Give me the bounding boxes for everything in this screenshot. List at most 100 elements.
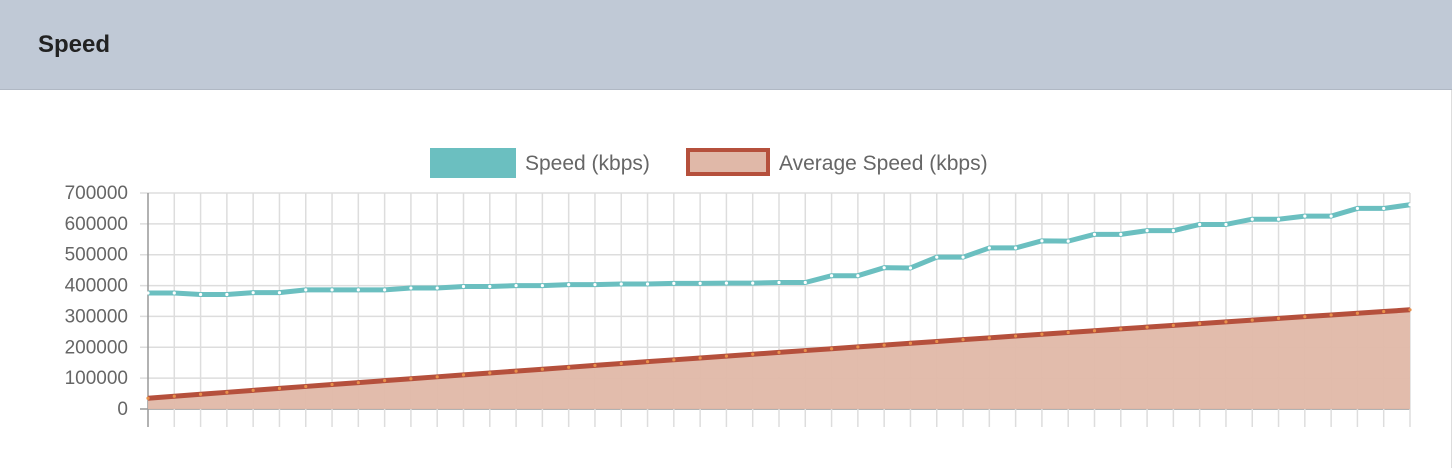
legend-label: Average Speed (kbps) [779, 152, 988, 175]
data-point [304, 288, 308, 292]
data-point [829, 274, 834, 278]
data-point [277, 386, 282, 390]
data-point [1355, 311, 1360, 315]
data-point [146, 291, 150, 295]
data-point [698, 356, 702, 360]
data-point [461, 284, 466, 289]
data-point [409, 377, 413, 381]
legend-swatch [430, 148, 516, 178]
speed-chart: 700000 600000 500000 400000 300000 200000 1000… [65, 148, 1412, 427]
data-point [1171, 229, 1175, 233]
legend-swatch [686, 148, 770, 176]
data-point [935, 339, 939, 344]
data-point [1303, 315, 1307, 319]
legend-label: Speed (kbps) [525, 152, 650, 175]
data-point [383, 379, 387, 383]
data-point [514, 283, 518, 288]
data-point [1303, 214, 1307, 218]
data-point [1014, 334, 1018, 338]
data-point [251, 388, 255, 392]
data-point [225, 292, 229, 297]
data-point [277, 291, 282, 295]
y-tick-label: 600000 [65, 214, 128, 235]
data-point [330, 288, 334, 292]
data-point [251, 291, 255, 295]
data-point [1276, 217, 1281, 221]
series-area [148, 309, 1410, 409]
data-point [435, 375, 439, 379]
speed-chart-panel: 700000 600000 500000 400000 300000 200000 1000… [0, 90, 1452, 468]
data-point [619, 361, 623, 366]
data-point [987, 336, 991, 340]
data-point [645, 282, 650, 286]
data-point [1250, 318, 1254, 322]
data-point [777, 350, 781, 355]
data-point [593, 363, 597, 368]
data-point [435, 286, 439, 290]
data-point [593, 283, 597, 287]
y-tick-label: 400000 [65, 276, 128, 297]
data-point [1040, 332, 1044, 336]
data-point [619, 282, 623, 286]
data-point [1145, 229, 1149, 233]
data-point [777, 280, 781, 285]
data-point [1171, 323, 1175, 328]
data-point [751, 352, 755, 356]
data-point [567, 283, 571, 287]
data-point [961, 338, 965, 342]
data-point [645, 360, 650, 364]
panel-title: Speed [38, 30, 111, 58]
data-point [1198, 222, 1202, 227]
data-point [1040, 239, 1044, 243]
data-point [567, 365, 571, 369]
data-point [1092, 232, 1097, 236]
y-tick-label: 500000 [65, 245, 128, 266]
data-point [751, 281, 755, 285]
data-point [172, 291, 176, 295]
data-point [987, 246, 991, 250]
data-point [1408, 203, 1412, 207]
data-point [356, 288, 360, 292]
data-point [908, 341, 913, 345]
data-point [198, 292, 203, 297]
data-point [146, 396, 150, 400]
data-point [856, 345, 860, 349]
data-point [514, 369, 518, 373]
data-point [1276, 316, 1281, 321]
data-point [698, 281, 702, 286]
data-point [1198, 322, 1202, 326]
data-point [672, 358, 676, 362]
data-point [1066, 330, 1070, 335]
data-point [1250, 217, 1254, 221]
data-point [829, 347, 834, 351]
data-point [409, 286, 413, 290]
data-point [1355, 206, 1360, 211]
data-point [1119, 232, 1123, 236]
data-point [856, 274, 860, 278]
data-point [724, 281, 729, 285]
data-point [882, 343, 886, 347]
y-tick-label: 300000 [65, 306, 128, 327]
data-point [540, 367, 544, 371]
data-point [803, 280, 807, 285]
data-point [672, 281, 676, 286]
data-point [1382, 206, 1386, 211]
data-point [935, 255, 939, 259]
data-point [304, 384, 308, 389]
data-point [1408, 308, 1412, 312]
data-point [724, 354, 729, 358]
data-point [356, 380, 360, 385]
data-point [1145, 325, 1149, 329]
data-point [198, 392, 203, 396]
y-tick-label: 100000 [65, 368, 128, 389]
data-point [882, 266, 886, 270]
data-point [383, 288, 387, 292]
data-point [908, 266, 913, 270]
data-point [1382, 309, 1386, 314]
data-point [225, 390, 229, 394]
data-point [1329, 313, 1333, 317]
y-tick-label: 700000 [65, 183, 128, 204]
data-point [172, 394, 176, 398]
data-point [540, 283, 544, 288]
y-tick-label: 200000 [65, 337, 128, 358]
